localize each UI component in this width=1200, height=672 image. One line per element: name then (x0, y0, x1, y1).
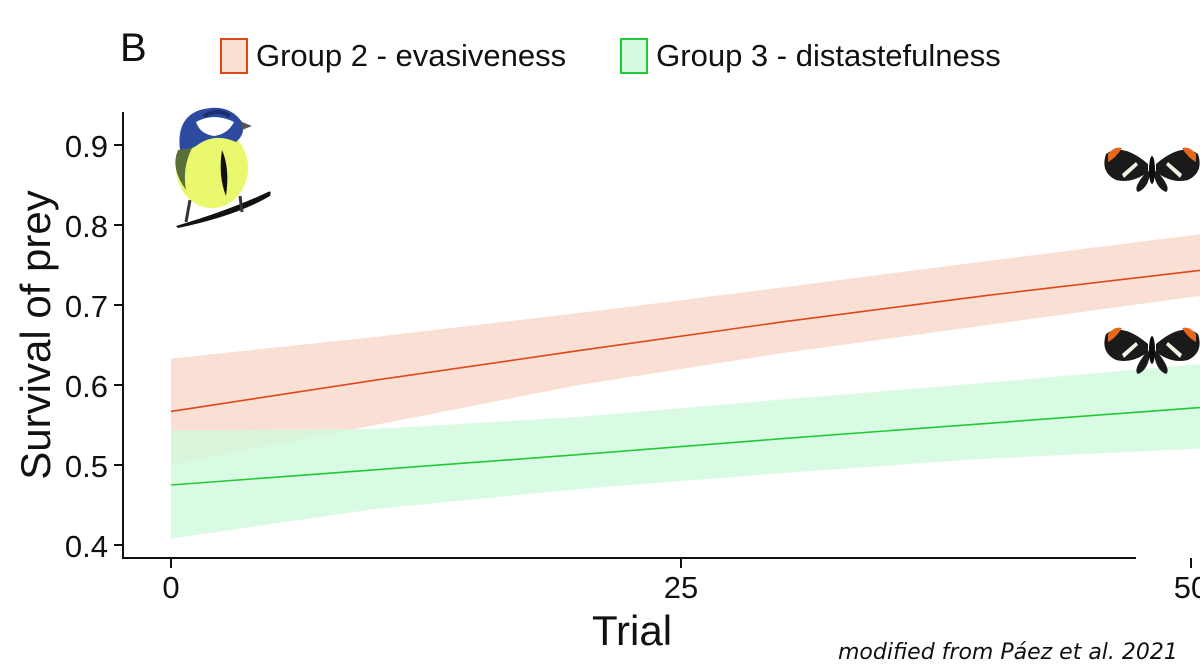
panel-label: B (120, 26, 147, 70)
legend: Group 2 - evasiveness Group 3 - distaste… (220, 38, 1055, 74)
x-axis-title: Trial (592, 607, 672, 654)
x-tick-label: 50 (1174, 570, 1200, 605)
x-tick-label: 25 (664, 570, 698, 605)
confidence-band-group2 (171, 234, 1200, 465)
x-tick-label: 0 (162, 570, 179, 605)
y-tick-label: 0.8 (65, 209, 108, 244)
confidence-bands (171, 234, 1200, 539)
y-tick-label: 0.7 (65, 289, 108, 324)
y-ticks: 0.4 0.5 0.6 0.7 0.8 0.9 (65, 129, 123, 564)
blue-tit-bird-icon (175, 107, 271, 228)
y-tick-label: 0.6 (65, 369, 108, 404)
y-tick-label: 0.5 (65, 449, 108, 484)
fit-lines (170, 269, 1200, 486)
y-tick-label: 0.4 (65, 529, 108, 564)
butterfly-icon-group2 (1104, 147, 1200, 192)
legend-swatch-group2 (220, 38, 248, 74)
y-tick-label: 0.9 (65, 129, 108, 164)
legend-item-group3: Group 3 - distastefulness (620, 38, 1001, 74)
legend-item-group2: Group 2 - evasiveness (220, 38, 566, 74)
legend-label-group2: Group 2 - evasiveness (256, 38, 567, 73)
legend-swatch-group3 (620, 38, 649, 74)
axes (122, 112, 1136, 559)
confidence-band-group3 (171, 364, 1200, 539)
legend-label-group3: Group 3 - distastefulness (656, 38, 1001, 73)
fit-line-group3 (170, 406, 1200, 486)
y-axis-title: Survival of prey (12, 190, 59, 479)
x-ticks: 0255075 (162, 558, 1200, 605)
fit-line-group2 (170, 269, 1200, 413)
source-credit: modified from Páez et al. 2021 (838, 640, 1178, 665)
butterfly-icon-group3 (1104, 327, 1200, 374)
